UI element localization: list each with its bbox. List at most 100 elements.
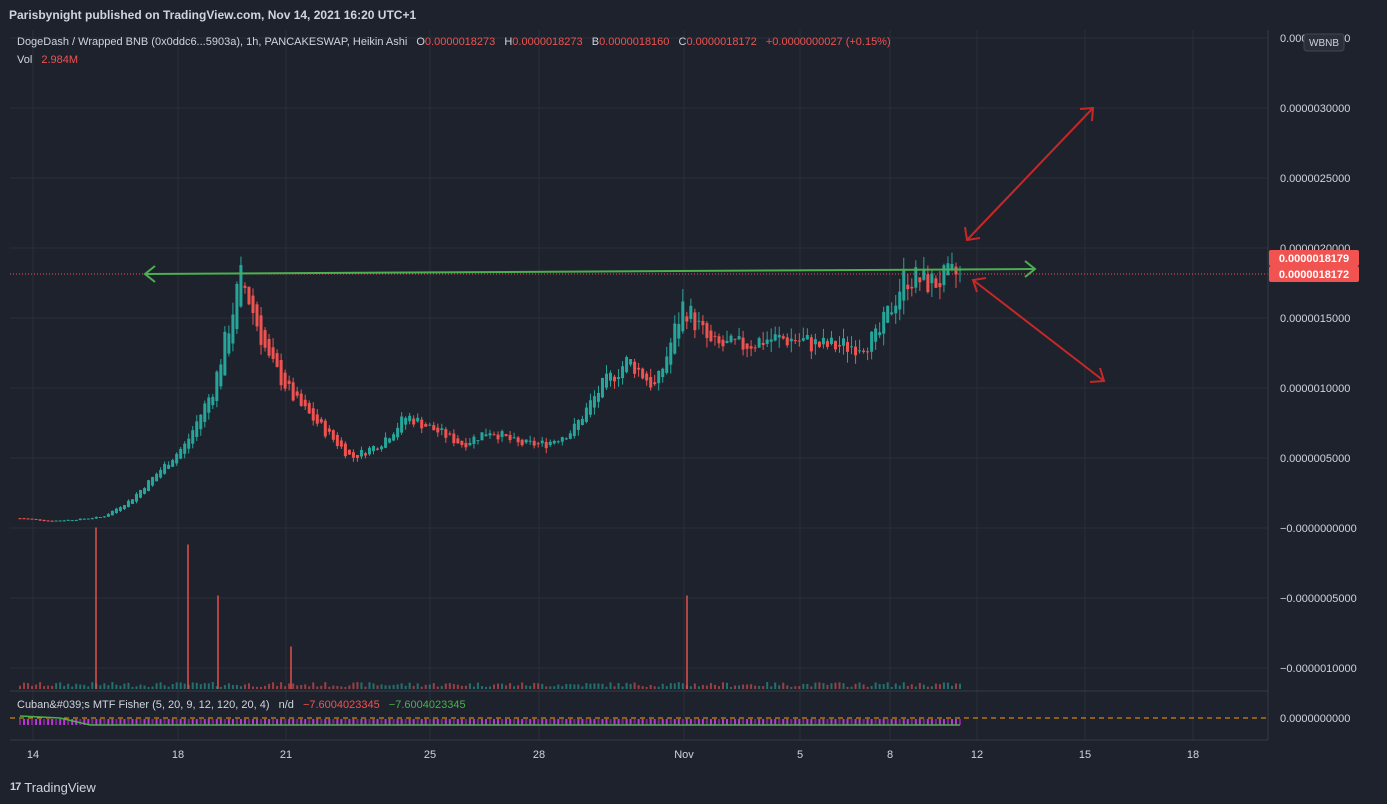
volume-bar	[239, 686, 242, 689]
volume-bar	[862, 684, 865, 689]
candle-body	[102, 516, 106, 518]
volume-bar	[874, 682, 877, 689]
volume-bar	[850, 686, 853, 689]
candle-body	[147, 480, 151, 491]
volume-bar	[854, 683, 857, 689]
fisher-bar	[223, 719, 226, 725]
price-tick: 0.0000010000	[1280, 383, 1350, 395]
fisher-bar	[59, 719, 62, 725]
fisher-bar	[139, 719, 142, 725]
fisher-bar	[561, 719, 564, 725]
time-axis[interactable]: 14 18 21 25 28 Nov 5 8 12 15 18	[27, 749, 1199, 761]
candle-body	[954, 266, 958, 275]
candle-body	[46, 520, 50, 522]
resistance-annotation[interactable]	[143, 260, 1037, 283]
fisher-bar	[416, 719, 419, 725]
fisher-bar	[545, 719, 548, 725]
volume-bar	[593, 683, 596, 689]
grid	[10, 30, 1268, 740]
volume-bar	[63, 685, 66, 689]
fisher-bar	[67, 719, 70, 725]
fisher-bar	[866, 719, 869, 725]
fisher-bar	[605, 719, 608, 725]
candle-body	[817, 341, 821, 347]
candle-body	[347, 449, 351, 455]
fisher-bar	[308, 719, 311, 725]
fisher-bar	[878, 719, 881, 725]
volume-bar	[934, 683, 937, 689]
volume-spike	[217, 595, 219, 689]
fisher-bar	[199, 719, 202, 725]
candle-body	[552, 440, 556, 444]
fisher-bar	[786, 719, 789, 725]
price-tick: −0.0000010000	[1280, 663, 1357, 675]
volume-bar	[493, 684, 496, 689]
candle-body	[247, 286, 251, 305]
volume-bar	[436, 686, 439, 689]
currency-badge[interactable]: WBNB	[1303, 33, 1345, 52]
breakout-arrow[interactable]	[964, 106, 1095, 242]
candle-body	[842, 338, 846, 346]
fisher-bar	[95, 719, 98, 725]
volume-bar	[404, 685, 407, 689]
volume-bar	[143, 685, 146, 689]
candle-body	[584, 407, 588, 423]
fisher-bar	[697, 719, 700, 725]
candle-body	[82, 518, 86, 520]
fisher-bar	[754, 719, 757, 725]
fisher-bar	[43, 719, 46, 725]
volume-bar	[742, 684, 745, 689]
candle-body	[78, 518, 82, 521]
candle-body	[512, 437, 516, 439]
volume-bar	[444, 683, 447, 689]
volume-bar	[910, 684, 913, 689]
fisher-bar	[537, 719, 540, 725]
tradingview-logo[interactable]: 17 TradingView	[10, 779, 96, 795]
volume-bar	[31, 685, 34, 689]
volume-bar	[697, 686, 700, 689]
candle-body	[187, 438, 191, 449]
candle-body	[669, 342, 673, 365]
candle-body	[428, 424, 432, 426]
fisher-bar	[352, 719, 355, 725]
fisher-bar	[669, 719, 672, 725]
fisher-bar	[617, 719, 620, 725]
candle-body	[524, 439, 528, 443]
fisher-bar	[541, 719, 544, 725]
fisher-bar	[549, 719, 552, 725]
volume-bar	[959, 683, 961, 689]
fisher-bar	[111, 719, 114, 725]
fisher-bar	[906, 719, 909, 725]
fisher-bar	[581, 719, 584, 725]
fisher-bar	[272, 719, 275, 725]
svg-text:WBNB: WBNB	[1309, 38, 1339, 49]
volume-bar	[396, 684, 399, 689]
price-axis[interactable]: 0.00000350000.00000300000.00000250000.00…	[1280, 33, 1357, 675]
fisher-bar	[942, 719, 945, 725]
volume-bar	[159, 682, 162, 689]
time-tick: 15	[1079, 749, 1091, 761]
candle-body	[219, 364, 223, 387]
candle-body	[882, 311, 886, 334]
candle-body	[239, 265, 243, 307]
volume-bar	[758, 685, 761, 689]
volume-bar	[296, 685, 299, 689]
fisher-bar	[179, 719, 182, 725]
candle-body	[444, 429, 448, 438]
volume-bar	[440, 685, 443, 689]
candle-body	[725, 340, 729, 344]
fisher-bar	[159, 719, 162, 725]
chart-area[interactable]: 0.00000350000.00000300000.00000250000.00…	[0, 0, 1387, 770]
rejection-arrow[interactable]	[971, 277, 1106, 383]
candle-body	[488, 433, 492, 436]
fisher-bar	[830, 719, 833, 725]
candle-body	[42, 519, 46, 521]
volume-bar	[380, 684, 383, 689]
fisher-bar	[954, 719, 957, 725]
fisher-bar	[420, 719, 423, 725]
candle-body	[753, 347, 757, 349]
fisher-bar	[219, 719, 222, 725]
candle-body	[235, 283, 239, 330]
fisher-bar	[613, 719, 616, 725]
candle-body	[781, 336, 785, 339]
